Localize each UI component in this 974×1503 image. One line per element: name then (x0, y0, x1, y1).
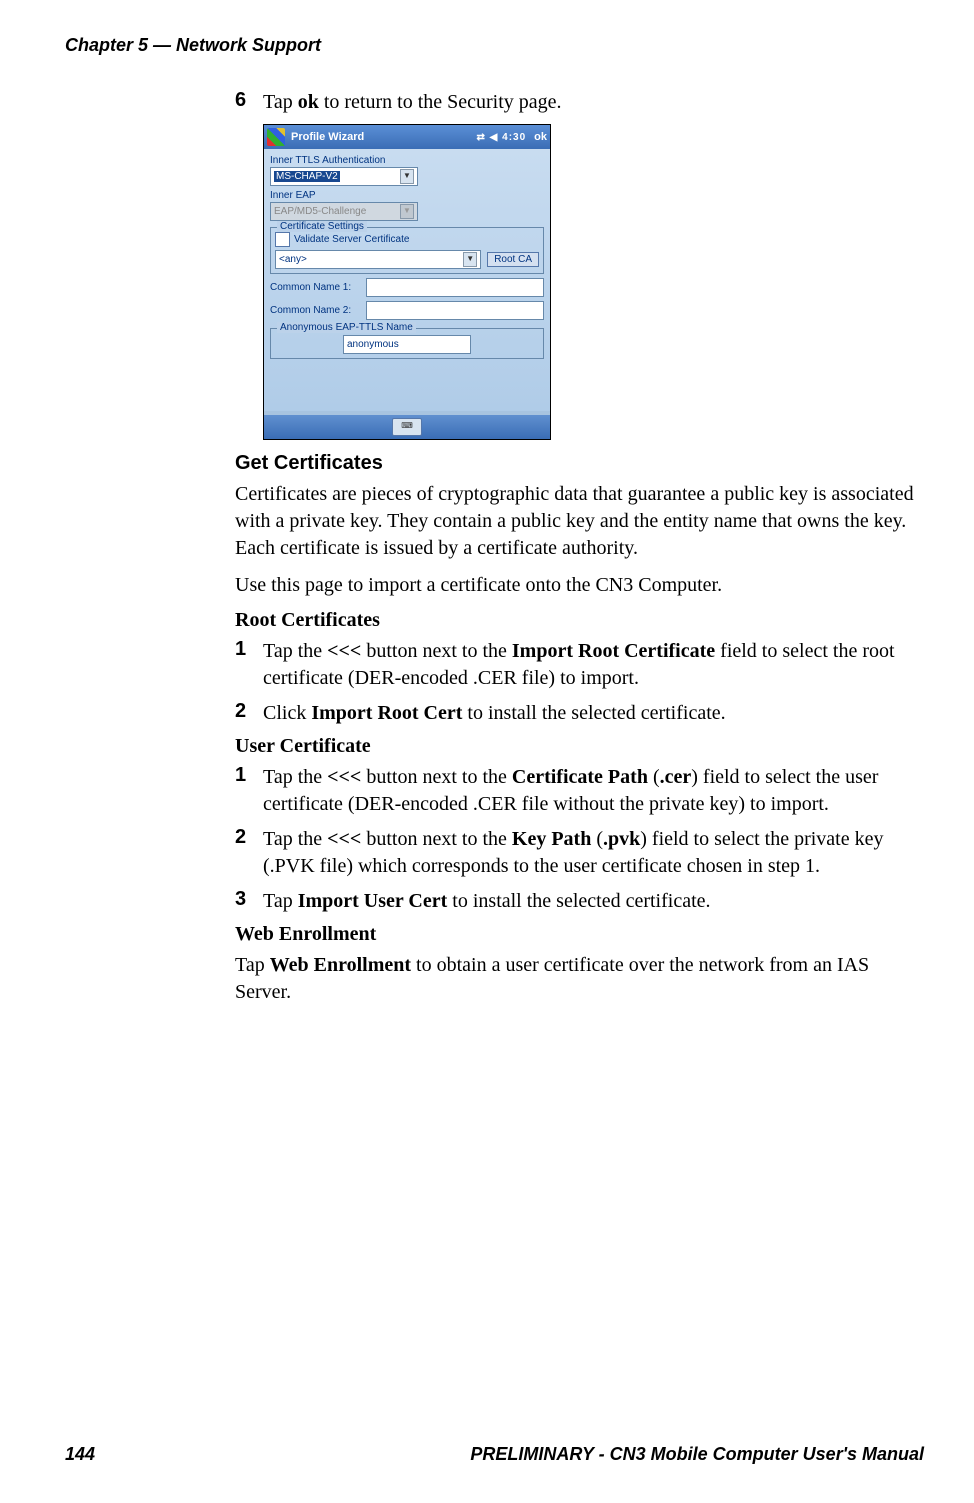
b: .pvk (603, 828, 640, 850)
b: <<< (327, 766, 361, 788)
chevron-down-icon: ▼ (400, 169, 414, 184)
cn2-input[interactable] (366, 301, 544, 320)
cn2-row: Common Name 2: (270, 301, 544, 320)
t: button next to the (361, 766, 512, 788)
step-number: 1 (235, 638, 263, 692)
step-text: Tap the <<< button next to the Key Path … (263, 826, 925, 880)
b: Import Root Cert (311, 702, 462, 724)
any-row: <any> ▼ Root CA (275, 250, 539, 269)
inner-ttls-label: Inner TTLS Authentication (270, 155, 544, 166)
user-step-3: 3 Tap Import User Cert to install the se… (235, 888, 925, 915)
inner-eap-select: EAP/MD5-Challenge ▼ (270, 202, 418, 221)
profile-wizard-screenshot: Profile Wizard ⇄ ◀ 4:30 ok Inner TTLS Au… (263, 124, 551, 440)
text: Tap (263, 91, 298, 113)
start-flag-icon (267, 128, 285, 146)
t: button next to the (361, 828, 512, 850)
t: Tap (263, 890, 298, 912)
b: <<< (327, 828, 361, 850)
b: .cer (660, 766, 692, 788)
keyboard-icon[interactable]: ⌨ (392, 418, 422, 436)
document-page: Chapter 5 — Network Support 6 Tap ok to … (0, 0, 974, 1503)
user-cert-heading: User Certificate (235, 735, 925, 758)
t: Tap (235, 954, 270, 976)
inner-ttls-select[interactable]: MS-CHAP-V2 ▼ (270, 167, 418, 186)
b: Import User Cert (298, 890, 448, 912)
anon-row: anonymous (275, 335, 539, 354)
step-6: 6 Tap ok to return to the Security page. (235, 89, 925, 116)
b: Key Path (512, 828, 591, 850)
text: to return to the Security page. (319, 91, 562, 113)
certificate-settings-fieldset: Certificate Settings Validate Server Cer… (270, 227, 544, 274)
step-text: Tap the <<< button next to the Import Ro… (263, 638, 925, 692)
step-text: Click Import Root Cert to install the se… (263, 700, 726, 727)
step-text: Tap the <<< button next to the Certifica… (263, 764, 925, 818)
paragraph: Certificates are pieces of cryptographic… (235, 481, 925, 562)
t: ( (591, 828, 603, 850)
validate-row: Validate Server Certificate (275, 232, 539, 247)
ok-button[interactable]: ok (534, 131, 547, 143)
validate-checkbox[interactable] (275, 232, 290, 247)
page-number: 144 (65, 1444, 95, 1465)
step-text: Tap ok to return to the Security page. (263, 89, 562, 116)
select-value: MS-CHAP-V2 (274, 171, 340, 182)
paragraph: Use this page to import a certificate on… (235, 572, 925, 599)
user-step-1: 1 Tap the <<< button next to the Certifi… (235, 764, 925, 818)
paragraph: Tap Web Enrollment to obtain a user cert… (235, 952, 925, 1006)
anon-fieldset: Anonymous EAP-TTLS Name anonymous (270, 328, 544, 359)
t: Tap the (263, 640, 327, 662)
t: button next to the (361, 640, 512, 662)
cn1-row: Common Name 1: (270, 278, 544, 297)
select-value: <any> (279, 254, 307, 265)
inner-eap-label: Inner EAP (270, 190, 544, 201)
fieldset-legend: Anonymous EAP-TTLS Name (277, 322, 416, 333)
ca-select[interactable]: <any> ▼ (275, 250, 481, 269)
b: Web Enrollment (270, 954, 411, 976)
footer-title: PRELIMINARY - CN3 Mobile Computer User's… (470, 1444, 924, 1465)
wizard-body: Inner TTLS Authentication MS-CHAP-V2 ▼ I… (264, 149, 550, 411)
cn1-label: Common Name 1: (270, 282, 362, 293)
select-value: EAP/MD5-Challenge (274, 206, 366, 217)
t: Click (263, 702, 311, 724)
running-header: Chapter 5 — Network Support (65, 35, 321, 56)
bold-ok: ok (298, 91, 319, 113)
step-number: 6 (235, 89, 263, 116)
anon-input[interactable]: anonymous (343, 335, 471, 354)
main-content: 6 Tap ok to return to the Security page.… (235, 85, 925, 1016)
bottom-bar: ⌨ (264, 415, 550, 439)
root-step-1: 1 Tap the <<< button next to the Import … (235, 638, 925, 692)
root-step-2: 2 Click Import Root Cert to install the … (235, 700, 925, 727)
root-cert-heading: Root Certificates (235, 609, 925, 632)
window-title: Profile Wizard (291, 131, 364, 143)
cn2-label: Common Name 2: (270, 305, 362, 316)
t: Tap the (263, 828, 327, 850)
get-certificates-heading: Get Certificates (235, 452, 925, 475)
chevron-down-icon: ▼ (400, 204, 414, 219)
fieldset-legend: Certificate Settings (277, 221, 367, 232)
cn1-input[interactable] (366, 278, 544, 297)
t: to install the selected certificate. (462, 702, 725, 724)
chevron-down-icon: ▼ (463, 252, 477, 267)
b: Import Root Certificate (512, 640, 715, 662)
t: Tap the (263, 766, 327, 788)
step-number: 1 (235, 764, 263, 818)
page-footer: 144 PRELIMINARY - CN3 Mobile Computer Us… (65, 1444, 924, 1465)
step-number: 2 (235, 700, 263, 727)
t: to install the selected certificate. (447, 890, 710, 912)
validate-label: Validate Server Certificate (294, 234, 409, 245)
b: Certificate Path (512, 766, 648, 788)
user-step-2: 2 Tap the <<< button next to the Key Pat… (235, 826, 925, 880)
step-text: Tap Import User Cert to install the sele… (263, 888, 711, 915)
t: ( (648, 766, 660, 788)
step-number: 3 (235, 888, 263, 915)
root-ca-button[interactable]: Root CA (487, 252, 539, 267)
b: <<< (327, 640, 361, 662)
step-number: 2 (235, 826, 263, 880)
titlebar: Profile Wizard ⇄ ◀ 4:30 ok (264, 125, 550, 149)
input-value: anonymous (347, 339, 399, 350)
status-icons: ⇄ ◀ 4:30 (477, 132, 527, 143)
web-enrollment-heading: Web Enrollment (235, 923, 925, 946)
